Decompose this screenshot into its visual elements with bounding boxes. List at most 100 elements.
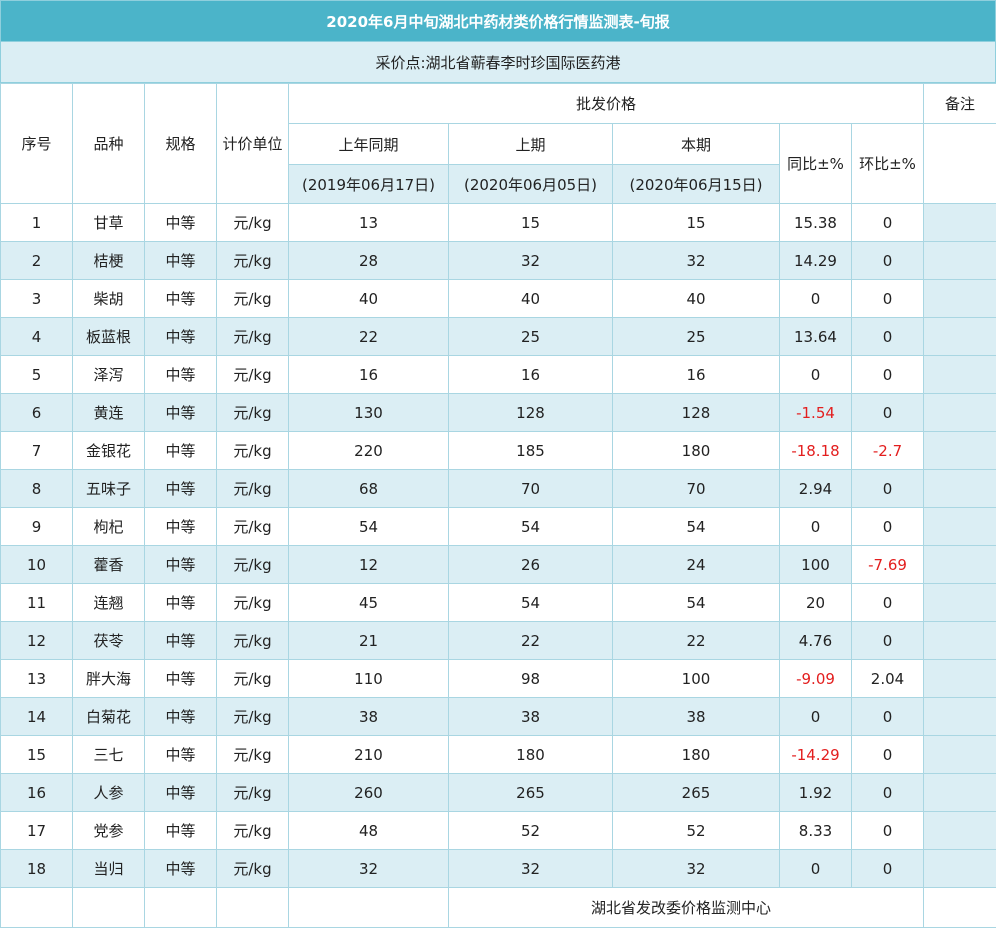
cell-spec: 中等: [144, 507, 217, 546]
cell-spec: 中等: [144, 735, 217, 774]
cell-variety: 党参: [72, 811, 145, 850]
collection-point: 采价点:湖北省蕲春李时珍国际医药港: [0, 42, 996, 83]
table-row: 10 藿香 中等 元/kg 12 26 24 100 -7.69: [0, 545, 996, 584]
cell-variety: 甘草: [72, 203, 145, 242]
cell-variety: 柴胡: [72, 279, 145, 318]
cell-index: 18: [0, 849, 73, 888]
cell-yoy: -1.54: [779, 393, 852, 432]
cell-spec: 中等: [144, 241, 217, 280]
cell-yoy: 15.38: [779, 203, 852, 242]
header-index: 序号: [0, 83, 73, 204]
cell-last-period: 70: [448, 469, 613, 508]
cell-spec: 中等: [144, 317, 217, 356]
table-row: 16 人参 中等 元/kg 260 265 265 1.92 0: [0, 773, 996, 812]
footer-cell: [0, 887, 73, 928]
table-row: 13 胖大海 中等 元/kg 110 98 100 -9.09 2.04: [0, 659, 996, 698]
cell-yoy: 100: [779, 545, 852, 584]
cell-remark: [923, 469, 996, 508]
cell-last-year: 260: [288, 773, 449, 812]
cell-yoy: 0: [779, 507, 852, 546]
cell-mom: 0: [851, 773, 924, 812]
cell-last-period: 15: [448, 203, 613, 242]
cell-yoy: 0: [779, 279, 852, 318]
cell-spec: 中等: [144, 469, 217, 508]
cell-last-year: 220: [288, 431, 449, 470]
header-last-year: 上年同期: [288, 123, 449, 165]
cell-this-period: 22: [612, 621, 780, 660]
cell-mom: 0: [851, 507, 924, 546]
cell-last-year: 28: [288, 241, 449, 280]
cell-mom: 2.04: [851, 659, 924, 698]
cell-remark: [923, 849, 996, 888]
table-row: 2 桔梗 中等 元/kg 28 32 32 14.29 0: [0, 241, 996, 280]
cell-last-year: 22: [288, 317, 449, 356]
cell-index: 3: [0, 279, 73, 318]
cell-unit: 元/kg: [216, 469, 289, 508]
cell-this-period: 265: [612, 773, 780, 812]
cell-index: 16: [0, 773, 73, 812]
last-year-date-text: (2019年06月17日): [301, 176, 436, 194]
footer-cell: [216, 887, 289, 928]
cell-variety: 人参: [72, 773, 145, 812]
header-remark-spacer: [923, 123, 996, 204]
cell-this-period: 32: [612, 241, 780, 280]
cell-variety: 藿香: [72, 545, 145, 584]
cell-unit: 元/kg: [216, 545, 289, 584]
cell-this-period: 16: [612, 355, 780, 394]
cell-this-period: 54: [612, 507, 780, 546]
cell-mom: 0: [851, 621, 924, 660]
header-remark: 备注: [923, 83, 996, 124]
header-last-year-date: (2019年06月17日): [288, 164, 449, 204]
cell-remark: [923, 279, 996, 318]
cell-last-period: 32: [448, 241, 613, 280]
cell-spec: 中等: [144, 431, 217, 470]
cell-variety: 黄连: [72, 393, 145, 432]
cell-last-year: 48: [288, 811, 449, 850]
cell-index: 4: [0, 317, 73, 356]
cell-index: 12: [0, 621, 73, 660]
cell-unit: 元/kg: [216, 849, 289, 888]
cell-variety: 板蓝根: [72, 317, 145, 356]
cell-last-year: 54: [288, 507, 449, 546]
cell-variety: 白菊花: [72, 697, 145, 736]
cell-yoy: 13.64: [779, 317, 852, 356]
cell-remark: [923, 773, 996, 812]
cell-this-period: 52: [612, 811, 780, 850]
cell-this-period: 70: [612, 469, 780, 508]
cell-index: 8: [0, 469, 73, 508]
cell-last-year: 32: [288, 849, 449, 888]
cell-mom: -2.7: [851, 431, 924, 470]
cell-remark: [923, 317, 996, 356]
cell-variety: 五味子: [72, 469, 145, 508]
cell-last-year: 68: [288, 469, 449, 508]
cell-yoy: -9.09: [779, 659, 852, 698]
cell-last-period: 40: [448, 279, 613, 318]
cell-last-year: 16: [288, 355, 449, 394]
cell-spec: 中等: [144, 355, 217, 394]
cell-unit: 元/kg: [216, 735, 289, 774]
cell-index: 17: [0, 811, 73, 850]
cell-mom: 0: [851, 203, 924, 242]
cell-spec: 中等: [144, 811, 217, 850]
header-last-period: 上期: [448, 123, 613, 165]
footer-source: 湖北省发改委价格监测中心: [448, 887, 924, 928]
cell-this-period: 180: [612, 735, 780, 774]
cell-variety: 三七: [72, 735, 145, 774]
cell-yoy: 1.92: [779, 773, 852, 812]
cell-spec: 中等: [144, 393, 217, 432]
cell-index: 13: [0, 659, 73, 698]
cell-index: 6: [0, 393, 73, 432]
table-row: 4 板蓝根 中等 元/kg 22 25 25 13.64 0: [0, 317, 996, 356]
cell-this-period: 38: [612, 697, 780, 736]
cell-yoy: 14.29: [779, 241, 852, 280]
cell-last-period: 26: [448, 545, 613, 584]
cell-unit: 元/kg: [216, 431, 289, 470]
cell-yoy: 2.94: [779, 469, 852, 508]
table-row: 6 黄连 中等 元/kg 130 128 128 -1.54 0: [0, 393, 996, 432]
cell-unit: 元/kg: [216, 317, 289, 356]
cell-last-period: 54: [448, 583, 613, 622]
table-row: 14 白菊花 中等 元/kg 38 38 38 0 0: [0, 697, 996, 736]
cell-spec: 中等: [144, 203, 217, 242]
price-table: 序号 品种 规格 计价单位 批发价格 备注 上年同期 上期 本期 同比±% 环比…: [0, 83, 996, 928]
